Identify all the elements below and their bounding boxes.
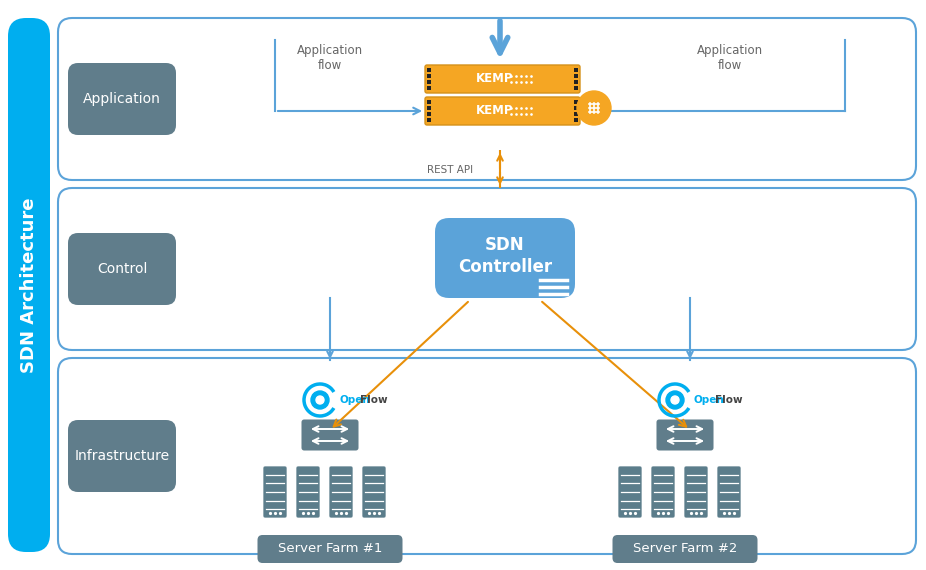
- FancyBboxPatch shape: [612, 535, 757, 563]
- FancyBboxPatch shape: [574, 80, 578, 84]
- Text: SDN
Controller: SDN Controller: [458, 236, 552, 276]
- FancyBboxPatch shape: [618, 466, 642, 518]
- Text: KEMP: KEMP: [476, 104, 513, 117]
- FancyBboxPatch shape: [574, 118, 578, 122]
- Circle shape: [666, 391, 684, 409]
- FancyBboxPatch shape: [684, 466, 708, 518]
- Circle shape: [311, 391, 329, 409]
- FancyBboxPatch shape: [574, 100, 578, 104]
- FancyBboxPatch shape: [425, 97, 580, 125]
- FancyBboxPatch shape: [296, 466, 320, 518]
- Text: SDN Architecture: SDN Architecture: [20, 197, 38, 373]
- Circle shape: [306, 386, 334, 414]
- FancyBboxPatch shape: [435, 218, 575, 298]
- FancyBboxPatch shape: [427, 106, 431, 110]
- Circle shape: [661, 386, 689, 414]
- FancyBboxPatch shape: [68, 233, 176, 305]
- FancyBboxPatch shape: [257, 535, 403, 563]
- Text: Application
flow: Application flow: [697, 44, 763, 72]
- Text: Open: Open: [694, 395, 725, 405]
- Text: Open: Open: [339, 395, 369, 405]
- Circle shape: [316, 396, 324, 404]
- Text: Application: Application: [83, 92, 161, 106]
- Circle shape: [577, 91, 611, 125]
- FancyBboxPatch shape: [68, 420, 176, 492]
- Text: Server Farm #1: Server Farm #1: [278, 543, 382, 556]
- Text: Application
flow: Application flow: [297, 44, 363, 72]
- FancyBboxPatch shape: [362, 466, 386, 518]
- FancyBboxPatch shape: [8, 18, 50, 552]
- FancyBboxPatch shape: [427, 80, 431, 84]
- FancyBboxPatch shape: [427, 74, 431, 78]
- FancyBboxPatch shape: [263, 466, 287, 518]
- FancyBboxPatch shape: [427, 68, 431, 72]
- FancyBboxPatch shape: [58, 188, 916, 350]
- FancyBboxPatch shape: [329, 466, 353, 518]
- FancyBboxPatch shape: [58, 358, 916, 554]
- Text: Infrastructure: Infrastructure: [74, 449, 169, 463]
- Circle shape: [671, 396, 679, 404]
- FancyBboxPatch shape: [427, 118, 431, 122]
- FancyBboxPatch shape: [656, 419, 714, 451]
- FancyBboxPatch shape: [68, 63, 176, 135]
- FancyBboxPatch shape: [301, 419, 359, 451]
- Text: Control: Control: [97, 262, 147, 276]
- FancyBboxPatch shape: [427, 112, 431, 116]
- FancyBboxPatch shape: [425, 65, 580, 93]
- FancyBboxPatch shape: [574, 74, 578, 78]
- FancyBboxPatch shape: [651, 466, 675, 518]
- FancyBboxPatch shape: [427, 86, 431, 90]
- FancyBboxPatch shape: [574, 112, 578, 116]
- Text: Flow: Flow: [360, 395, 388, 405]
- Text: KEMP: KEMP: [476, 72, 513, 86]
- FancyBboxPatch shape: [58, 18, 916, 180]
- FancyBboxPatch shape: [574, 68, 578, 72]
- FancyBboxPatch shape: [574, 86, 578, 90]
- Text: REST API: REST API: [427, 165, 473, 175]
- Text: Server Farm #2: Server Farm #2: [632, 543, 737, 556]
- FancyBboxPatch shape: [574, 106, 578, 110]
- FancyBboxPatch shape: [717, 466, 741, 518]
- Text: Flow: Flow: [715, 395, 743, 405]
- FancyBboxPatch shape: [427, 100, 431, 104]
